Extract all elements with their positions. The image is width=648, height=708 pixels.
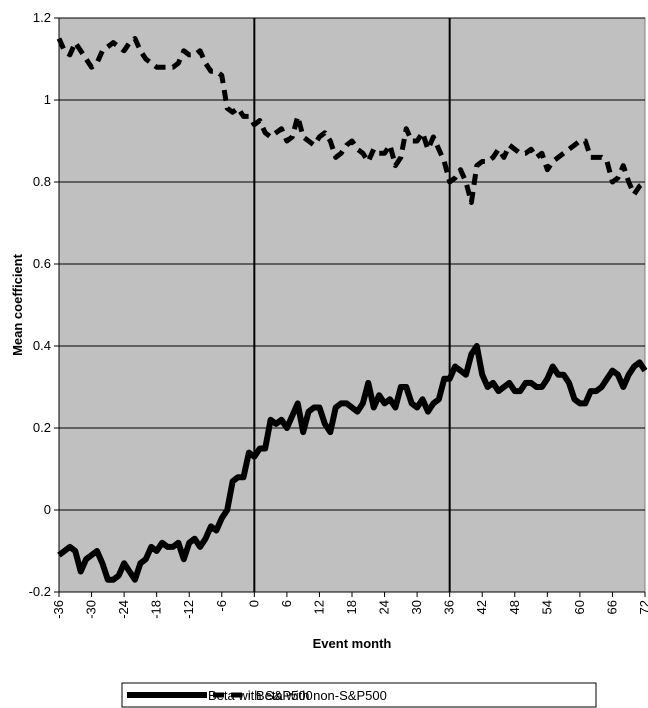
x-tick-label: 60 <box>572 600 587 614</box>
x-tick-label: 18 <box>344 600 359 614</box>
legend-label: Beta with S&P500 <box>208 688 313 703</box>
x-tick-label: -36 <box>51 600 66 619</box>
x-tick-label: -24 <box>116 600 131 619</box>
x-tick-label: 48 <box>507 600 522 614</box>
x-tick-label: 54 <box>539 600 554 614</box>
y-tick-label: 0.4 <box>33 338 51 353</box>
x-tick-label: 0 <box>246 600 261 607</box>
y-tick-label: 0.8 <box>33 174 51 189</box>
x-tick-label: -6 <box>214 600 229 612</box>
x-tick-label: 72 <box>637 600 648 614</box>
x-tick-label: 6 <box>279 600 294 607</box>
data-line <box>57 343 648 583</box>
x-axis-title: Event month <box>313 636 392 651</box>
y-axis-title: Mean coefficient <box>10 253 25 356</box>
y-tick-label: -0.2 <box>29 584 51 599</box>
x-tick-label: 36 <box>442 600 457 614</box>
y-tick-label: 1 <box>44 92 51 107</box>
x-tick-label: 24 <box>377 600 392 614</box>
x-tick-label: -30 <box>84 600 99 619</box>
x-tick-label: 42 <box>474 600 489 614</box>
plot-area <box>58 17 646 593</box>
y-tick-label: 0.6 <box>33 256 51 271</box>
y-tick-label: 0 <box>44 502 51 517</box>
x-tick-label: 30 <box>409 600 424 614</box>
x-tick-label: 66 <box>604 600 619 614</box>
legend-label: Beta with non-S&P500 <box>256 688 387 703</box>
x-tick-label: 12 <box>311 600 326 614</box>
data-line <box>56 36 647 205</box>
x-tick-label: -18 <box>149 600 164 619</box>
x-tick-label: -12 <box>181 600 196 619</box>
y-tick-label: 0.2 <box>33 420 51 435</box>
y-tick-label: 1.2 <box>33 10 51 25</box>
